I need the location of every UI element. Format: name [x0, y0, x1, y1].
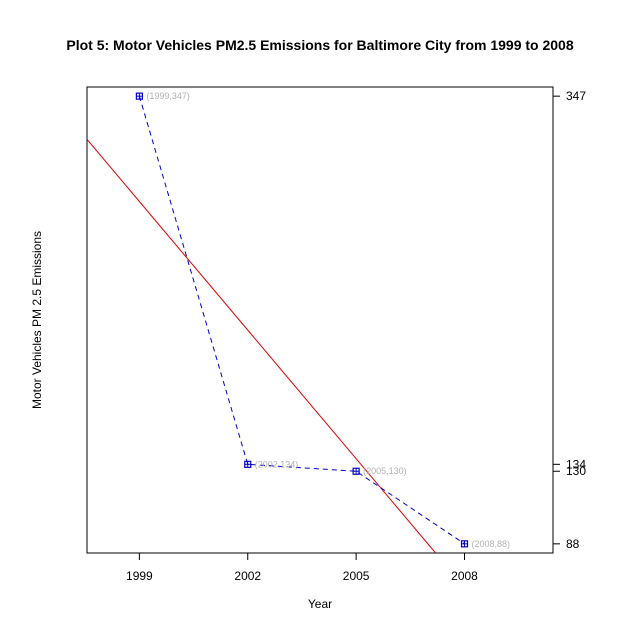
- x-tick-label-2002: 2002: [234, 569, 261, 583]
- series-line: [138, 96, 465, 545]
- data-label-2002: (2002,134): [255, 459, 299, 469]
- y-tick-label-134: 134: [566, 457, 586, 471]
- y-tick-label-347: 347: [566, 89, 586, 103]
- x-axis-label: Year: [308, 597, 332, 611]
- x-tick-label-1999: 1999: [126, 569, 153, 583]
- y-tick-label-130: 130: [566, 464, 586, 478]
- data-label-2005: (2005,130): [363, 466, 407, 476]
- x-tick-label-2008: 2008: [451, 569, 478, 583]
- plot-frame: [86, 86, 554, 554]
- data-label-2008: (2008,88): [471, 539, 510, 549]
- x-tick-label-2005: 2005: [343, 569, 370, 583]
- y-tick-label-88: 88: [566, 537, 580, 551]
- chart-title: Plot 5: Motor Vehicles PM2.5 Emissions f…: [66, 37, 573, 53]
- data-label-1999: (1999,347): [146, 91, 190, 101]
- trend-line: [87, 139, 436, 553]
- y-axis-label: Motor Vehicles PM 2.5 Emissions: [30, 231, 44, 409]
